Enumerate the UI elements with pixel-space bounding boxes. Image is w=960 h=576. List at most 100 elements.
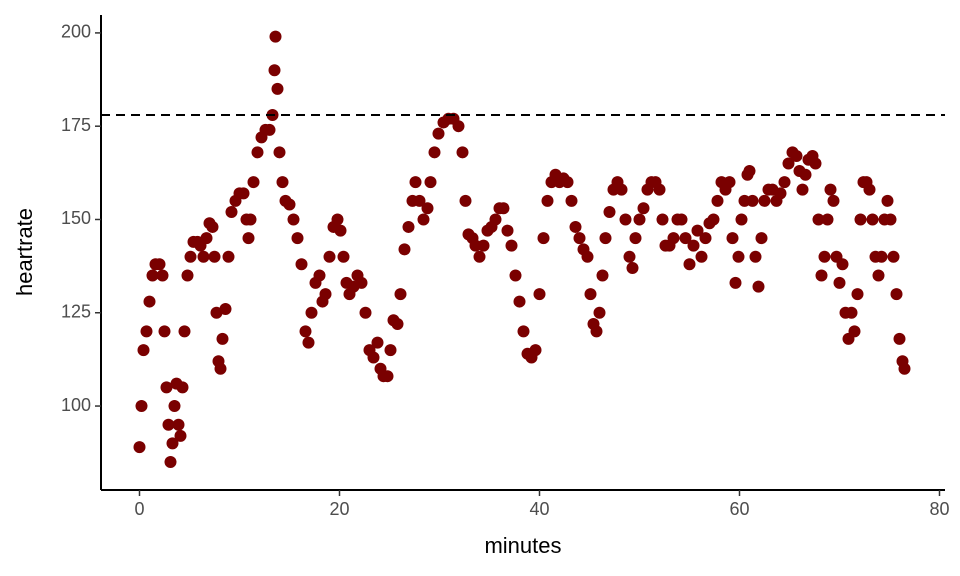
point <box>398 243 411 256</box>
point <box>402 220 415 233</box>
point <box>133 441 146 454</box>
point <box>711 194 724 207</box>
point <box>176 381 189 394</box>
point <box>334 224 347 237</box>
point <box>156 269 169 282</box>
point <box>699 232 712 245</box>
point <box>283 198 296 211</box>
point <box>160 381 173 394</box>
point <box>615 183 628 196</box>
point <box>774 187 787 200</box>
point <box>143 295 156 308</box>
y-tick-label: 175 <box>61 115 91 135</box>
point <box>799 168 812 181</box>
point <box>729 276 742 289</box>
point <box>197 250 210 263</box>
point <box>827 194 840 207</box>
point <box>848 325 861 338</box>
point <box>533 288 546 301</box>
point <box>815 269 828 282</box>
point <box>565 194 578 207</box>
point <box>394 288 407 301</box>
point <box>541 194 554 207</box>
x-tick-label: 20 <box>329 499 349 519</box>
point <box>181 269 194 282</box>
point <box>409 176 422 189</box>
point <box>222 250 235 263</box>
x-tick-label: 0 <box>134 499 144 519</box>
point <box>863 183 876 196</box>
point <box>603 206 616 219</box>
point <box>276 176 289 189</box>
point <box>319 288 332 301</box>
point <box>758 194 771 207</box>
point <box>168 400 181 413</box>
point <box>219 303 232 316</box>
point <box>302 336 315 349</box>
point <box>790 150 803 163</box>
point <box>295 258 308 271</box>
point <box>599 232 612 245</box>
point <box>391 317 404 330</box>
y-tick-label: 125 <box>61 302 91 322</box>
point <box>821 213 834 226</box>
point <box>746 194 759 207</box>
point <box>263 123 276 136</box>
point <box>269 30 282 43</box>
point <box>166 437 179 450</box>
point <box>596 269 609 282</box>
point <box>633 213 646 226</box>
point <box>158 325 171 338</box>
point <box>629 232 642 245</box>
point <box>489 213 502 226</box>
point <box>782 157 795 170</box>
point <box>656 213 669 226</box>
point <box>590 325 603 338</box>
point <box>337 250 350 263</box>
point <box>752 280 765 293</box>
point <box>237 187 250 200</box>
y-tick-label: 100 <box>61 395 91 415</box>
point <box>424 176 437 189</box>
point <box>331 213 344 226</box>
point <box>890 288 903 301</box>
point <box>174 429 187 442</box>
point <box>313 269 326 282</box>
point <box>299 325 312 338</box>
point <box>845 306 858 319</box>
point <box>569 220 582 233</box>
point <box>355 276 368 289</box>
point <box>707 213 720 226</box>
point <box>200 232 213 245</box>
point <box>818 250 831 263</box>
point <box>851 288 864 301</box>
x-tick-label: 80 <box>929 499 949 519</box>
point <box>247 176 260 189</box>
point <box>619 213 632 226</box>
point <box>505 239 518 252</box>
point <box>824 183 837 196</box>
point <box>691 224 704 237</box>
point <box>833 276 846 289</box>
point <box>755 232 768 245</box>
point <box>501 224 514 237</box>
point <box>137 344 150 357</box>
point <box>371 336 384 349</box>
point <box>667 232 680 245</box>
point <box>287 213 300 226</box>
point <box>679 232 692 245</box>
point <box>626 261 639 274</box>
point <box>146 269 159 282</box>
point <box>743 164 756 177</box>
point <box>517 325 530 338</box>
point <box>428 146 441 159</box>
point <box>413 194 426 207</box>
point <box>675 213 688 226</box>
point <box>584 288 597 301</box>
point <box>893 332 906 345</box>
point <box>872 269 885 282</box>
point <box>242 232 255 245</box>
point <box>898 362 911 375</box>
point <box>623 250 636 263</box>
